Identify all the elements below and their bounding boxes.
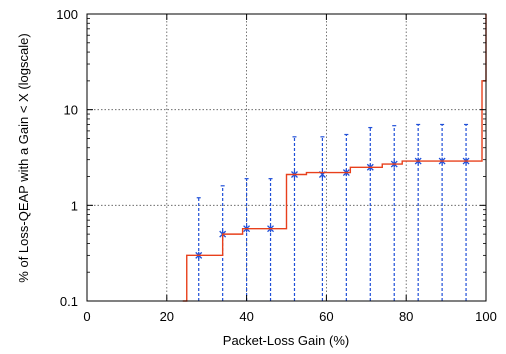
x-tick-label: 60 bbox=[319, 309, 333, 324]
x-axis-label: Packet-Loss Gain (%) bbox=[223, 333, 349, 348]
x-tick-label: 100 bbox=[475, 309, 497, 324]
grid-lines bbox=[87, 14, 486, 301]
x-tick-label: 20 bbox=[160, 309, 174, 324]
y-tick-label: 1 bbox=[71, 198, 78, 213]
series-layer bbox=[182, 14, 487, 302]
y-tick-label: 0.1 bbox=[60, 294, 78, 309]
x-tick-label: 0 bbox=[83, 309, 90, 324]
y-tick-label: 10 bbox=[64, 103, 78, 118]
y-axis-label: % of Loss-QEAP with a Gain < X (logscale… bbox=[16, 33, 31, 282]
x-tick-label: 80 bbox=[399, 309, 413, 324]
tick-marks bbox=[86, 13, 487, 302]
y-tick-label: 100 bbox=[56, 7, 78, 22]
x-tick-label: 40 bbox=[239, 309, 253, 324]
cdf-step-line bbox=[182, 14, 487, 302]
plot-frame bbox=[86, 13, 487, 302]
